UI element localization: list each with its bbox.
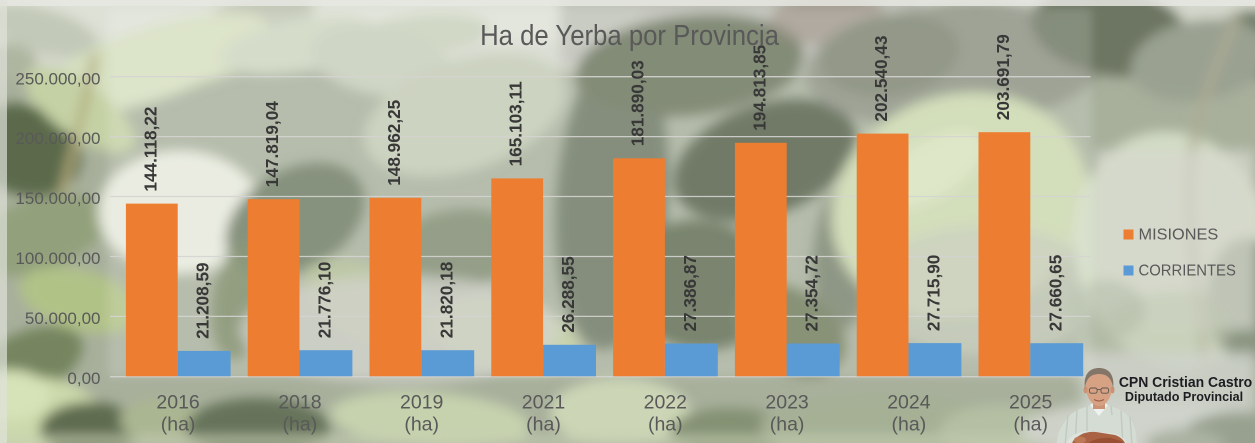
svg-text:(ha): (ha) [1013,414,1048,436]
svg-text:148.962,25: 148.962,25 [384,99,404,185]
svg-text:Diputado Provincial: Diputado Provincial [1125,390,1243,404]
svg-text:Ha de Yerba por Provincia: Ha de Yerba por Provincia [480,19,780,52]
svg-text:26.288,55: 26.288,55 [558,256,578,333]
svg-text:250.000,00: 250.000,00 [15,69,100,88]
svg-text:2022: 2022 [644,392,687,414]
svg-text:202.540,43: 202.540,43 [871,36,891,122]
svg-text:MISIONES: MISIONES [1139,227,1219,244]
svg-text:(ha): (ha) [161,414,196,436]
svg-text:21.208,59: 21.208,59 [193,262,213,338]
svg-text:27.715,90: 27.715,90 [924,255,944,331]
svg-text:21.776,10: 21.776,10 [315,262,335,338]
svg-text:(ha): (ha) [892,414,927,436]
svg-text:2024: 2024 [887,392,931,414]
svg-text:0,00: 0,00 [67,369,100,388]
svg-text:144.118,22: 144.118,22 [140,107,160,192]
svg-text:21.820,18: 21.820,18 [436,261,456,338]
svg-text:(ha): (ha) [526,414,561,436]
svg-text:50.000,00: 50.000,00 [25,309,101,328]
svg-text:27.386,87: 27.386,87 [680,255,700,331]
svg-text:2018: 2018 [278,392,321,414]
svg-text:(ha): (ha) [283,414,318,436]
svg-text:2021: 2021 [522,392,565,414]
svg-text:2023: 2023 [765,392,808,414]
svg-text:203.691,79: 203.691,79 [993,34,1013,120]
svg-text:194.813,85: 194.813,85 [749,44,769,130]
svg-text:(ha): (ha) [648,414,683,436]
svg-text:181.890,03: 181.890,03 [628,60,648,146]
svg-text:27.354,72: 27.354,72 [802,255,822,331]
svg-text:CORRIENTES: CORRIENTES [1139,262,1236,279]
svg-text:27.660,65: 27.660,65 [1045,254,1065,331]
svg-text:200.000,00: 200.000,00 [15,129,100,148]
svg-text:2025: 2025 [1009,392,1053,414]
svg-text:(ha): (ha) [770,414,805,436]
svg-text:100.000,00: 100.000,00 [15,249,100,268]
svg-text:CPN Cristian Castro: CPN Cristian Castro [1119,374,1252,391]
svg-text:2016: 2016 [156,392,199,414]
svg-text:150.000,00: 150.000,00 [15,189,100,208]
svg-text:(ha): (ha) [404,414,439,436]
svg-text:2019: 2019 [400,392,443,414]
svg-text:165.103,11: 165.103,11 [506,81,526,167]
svg-text:147.819,04: 147.819,04 [262,101,282,187]
